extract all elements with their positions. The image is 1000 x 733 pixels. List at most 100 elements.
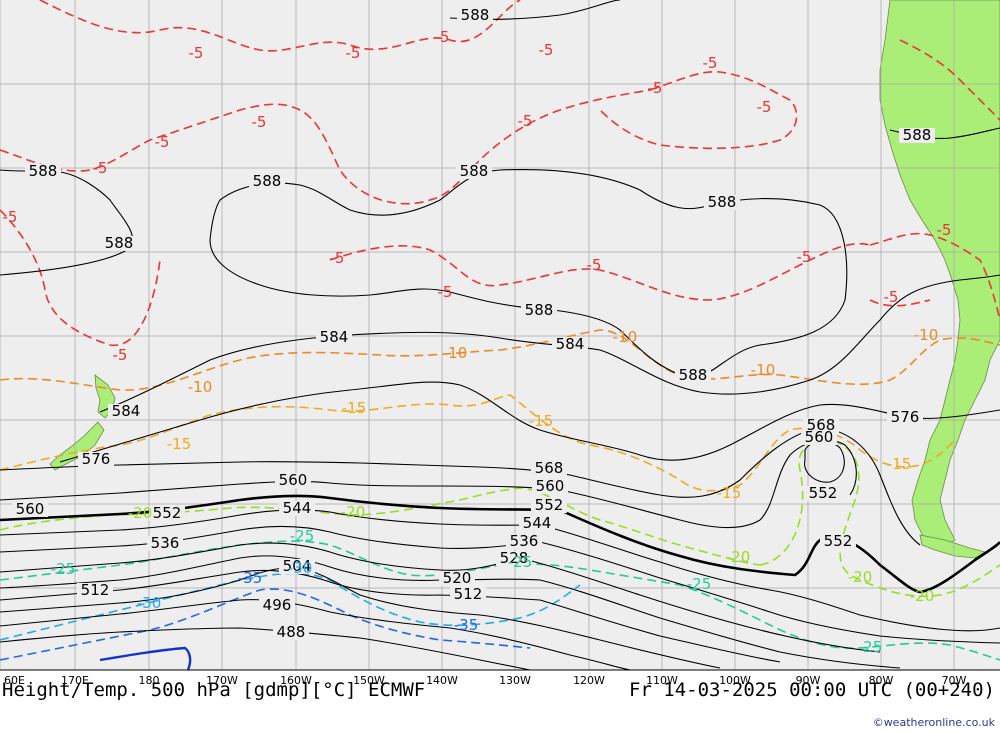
- longitude-ticks: 60E 170E 180 170W 160W 150W 140W 130W 120W 110W 10…: [4, 674, 967, 687]
- temp-label: -30: [288, 559, 313, 577]
- height-label-h588f: 588: [903, 126, 932, 144]
- temp-label: -15: [717, 484, 742, 502]
- temp-label: -5: [435, 28, 450, 46]
- height-contour-512: [0, 569, 781, 663]
- temp-label: -5: [155, 133, 170, 151]
- land-tierra-del-fuego: [919, 534, 987, 559]
- height-label-h588i: 588: [679, 366, 708, 384]
- map-title-right: Fr 14-03-2025 00:00 UTC (00+240): [629, 679, 995, 701]
- temp-contour-minus35-a: [0, 588, 531, 661]
- temp-label: -5: [937, 221, 952, 239]
- height-label-bg: [457, 8, 493, 23]
- height-label-h584c: 584: [112, 402, 141, 420]
- temp-label: -5: [113, 346, 128, 364]
- height-label-h568b: 568: [535, 459, 564, 477]
- height-label-h588d: 588: [460, 162, 489, 180]
- height-label-bg: [805, 486, 841, 501]
- temp-label: -5: [884, 288, 899, 306]
- height-label-h552d: 552: [824, 532, 853, 550]
- height-label-bg: [521, 303, 557, 318]
- height-label-h504: 504: [283, 557, 312, 575]
- height-label-bg: [456, 164, 492, 179]
- height-label-h496: 496: [263, 596, 292, 614]
- longitude-tick-label: 110W: [646, 674, 678, 687]
- bottom-banner: [0, 670, 1000, 733]
- temp-contour-minus10-a: [0, 329, 1000, 391]
- height-label-bg: [675, 368, 711, 383]
- height-label-bg: [439, 571, 475, 586]
- temp-label: -5: [587, 256, 602, 274]
- longitude-tick-label: 170E: [61, 674, 89, 687]
- temp-contour-minus30-a: [0, 572, 581, 641]
- height-label-bg: [803, 418, 839, 433]
- temp-label: -25: [51, 560, 76, 578]
- temp-label: -25: [290, 527, 315, 545]
- height-label-bg: [531, 461, 567, 476]
- height-label-bg: [78, 452, 114, 467]
- height-contour-528: [0, 542, 881, 653]
- longitude-tick-label: 120W: [573, 674, 605, 687]
- height-label-h588g: 588: [105, 234, 134, 252]
- temp-labels: -5 -5 -5 -5 -5 -5 -5 -5 -5 -5 -5 -5 -5 -5 -5 -5 -5 -5 -5 -1…: [3, 28, 952, 656]
- height-label-bg: [147, 536, 183, 551]
- height-label-h552a: 552: [153, 504, 182, 522]
- temp-label: -5: [757, 98, 772, 116]
- height-label-bg: [552, 337, 588, 352]
- height-label-h560d: 560: [16, 500, 45, 518]
- height-label-bg: [101, 236, 137, 251]
- longitude-tick-label: 140W: [426, 674, 458, 687]
- height-label-h576b: 576: [82, 450, 111, 468]
- height-label-h512a: 512: [81, 581, 110, 599]
- height-label-h588c: 588: [253, 172, 282, 190]
- temp-label: -5: [703, 54, 718, 72]
- height-label-h552b: 552: [535, 496, 564, 514]
- temp-label: -20: [726, 548, 751, 566]
- temp-label: -25: [508, 553, 533, 571]
- height-label-bg: [149, 506, 185, 521]
- height-label-h544a: 544: [283, 499, 312, 517]
- height-label-bg: [531, 498, 567, 513]
- temp-label: -30: [137, 594, 162, 612]
- temp-label: -25: [687, 575, 712, 593]
- height-label-h560a: 560: [805, 428, 834, 446]
- credit-text: ©weatheronline.co.uk: [873, 716, 996, 729]
- temp-label: -5: [539, 41, 554, 59]
- temp-contour-minus20-b: [759, 439, 1000, 598]
- height-label-bg: [899, 128, 935, 143]
- height-label-bg: [12, 502, 48, 517]
- temp-contours: [0, 0, 1000, 661]
- height-label-bg: [273, 625, 309, 640]
- temp-label: -10: [443, 344, 468, 362]
- height-label-h584b: 584: [556, 335, 585, 353]
- height-label-bg: [801, 430, 837, 445]
- longitude-tick-label: 70W: [942, 674, 967, 687]
- temp-label: -20: [341, 503, 366, 521]
- map-title-left: Height/Temp. 500 hPa [gdmp][°C] ECMWF: [2, 679, 425, 701]
- temp-label: -10: [914, 326, 939, 344]
- temp-label: -5: [3, 208, 18, 226]
- height-contour-496: [0, 599, 631, 671]
- height-label-h588h: 588: [525, 301, 554, 319]
- longitude-tick-label: 160W: [280, 674, 312, 687]
- height-label-h584a: 584: [320, 328, 349, 346]
- height-contour-552: [0, 494, 1000, 594]
- height-label-h528: 528: [500, 549, 529, 567]
- height-label-bg: [259, 598, 295, 613]
- temp-label: -15: [887, 455, 912, 473]
- height-label-h576a: 576: [891, 408, 920, 426]
- temp-label: -5: [93, 159, 108, 177]
- temp-label: -5: [648, 79, 663, 97]
- height-label-bg: [108, 404, 144, 419]
- temp-label: -20: [848, 568, 873, 586]
- height-label-bg: [887, 410, 923, 425]
- temp-label: -5: [346, 44, 361, 62]
- temp-contour-minus5-g: [869, 299, 931, 307]
- height-label-h536a: 536: [151, 534, 180, 552]
- height-label-bg: [77, 583, 113, 598]
- height-label-h588a: 588: [461, 6, 490, 24]
- height-contour-584: [99, 274, 1000, 413]
- temp-label: -15: [529, 412, 554, 430]
- land-new-zealand-south: [49, 421, 105, 471]
- height-label-h588b: 588: [29, 162, 58, 180]
